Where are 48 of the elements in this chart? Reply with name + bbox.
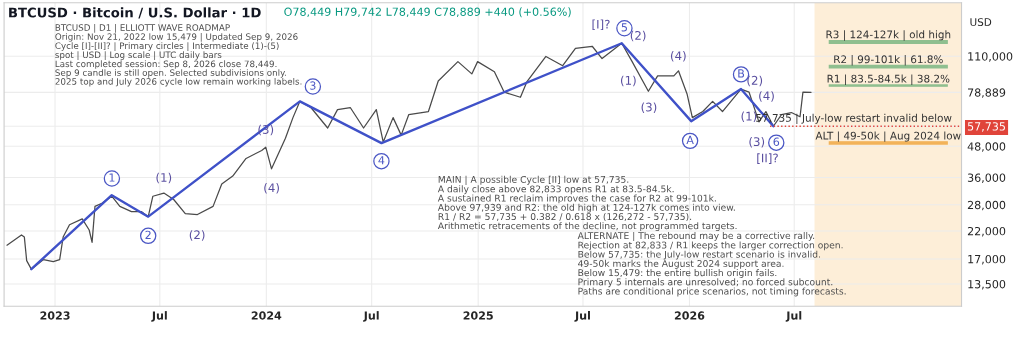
x-tick-label: 2024 [251, 311, 282, 320]
annotation: (3) [749, 136, 765, 148]
y-axis-title: USD [970, 18, 992, 27]
x-tick-label: 2025 [463, 311, 493, 320]
annotation: 4 [378, 156, 385, 165]
annotation: (1) [741, 111, 757, 122]
band-label: R3 | 124-127k | old high [826, 30, 951, 41]
x-tick-label: Jul [363, 311, 379, 322]
y-tick-label: 110,000 [968, 52, 1013, 62]
annotation: (1) [621, 75, 636, 87]
y-tick-label: 22,000 [967, 226, 1006, 237]
annotation: (1) [156, 172, 172, 184]
y-tick-label: 48,000 [967, 142, 1006, 152]
annotation: [II]? [757, 153, 778, 164]
annotation: (3) [641, 102, 657, 113]
annotation: ALTERNATE | The rebound may be a corrective rally. Rejection at 82,833 / R1 keeps the larger correction open. Below 57,735: the July-low restart scenario is invalid. 49-50k marks the August 2024 support area. Below 15,479: the entire bullish origin fails. Primary 5 internals are unresolved; no forced subcount. Paths are conditional price scenarios, not timing forecasts. [577, 231, 846, 297]
annotation: (2) [747, 75, 763, 87]
annotation: MAIN | A possible Cycle [II] low at 57,735. A daily close above 82,833 opens R1 at 83.5-84.5k. A sustained R1 reclaim improves the case for R2 at 99-101k. Above 97,939 and R2: the old high at 124-127k comes into view. R1 / R2 = 57,735 + 0.382 / 0.618 x (126,272 - 57,735). Arithmetic retracements of the decline, not programmed targets. [437, 175, 737, 232]
annotation: 5 [621, 23, 627, 32]
annotation: A [686, 135, 694, 144]
y-tick-label: 78,889 [968, 88, 1006, 98]
annotation: 3 [310, 81, 316, 90]
x-tick-label: Jul [785, 311, 802, 322]
annotation: (4) [264, 183, 279, 194]
x-tick-label: Jul [574, 311, 590, 322]
y-tick-label: 57,735 [967, 122, 1005, 132]
chart-title: BTCUSD · Bitcoin / U.S. Dollar · 1D [9, 7, 261, 19]
y-tick-label: 36,000 [967, 173, 1006, 184]
x-tick-label: Jul [151, 311, 167, 322]
band-label: ALT | 49-50k | Aug 2024 low [815, 131, 961, 142]
x-tick-label: 2023 [40, 311, 70, 320]
annotation: BTCUSD | D1 | ELLIOTT WAVE ROADMAP Origin: Nov 21, 2022 low 15,479 | Updated Sep 9, 2026 Cycle [I]-[II]? | Primary circles | Intermediate (1)-(5) spot | USD | Log scale | UTC daily bars Last completed session: Sep 8, 2026 close 78,449. Sep 9 candle is still open. Selected subdivisions only. 2025 top and July 2026 cycle low remain working labels. [55, 24, 302, 87]
annotation: 6 [773, 137, 780, 146]
annotation: (4) [759, 91, 774, 102]
annotation: 1 [109, 173, 115, 182]
annotation: [I]? [592, 19, 610, 31]
band-label: R2 | 99-101k | 61.8% [834, 55, 943, 66]
chart-subtitle: O78,449 H79,742 L78,449 C78,889 +440 (+0.56%) [284, 7, 571, 18]
annotation: (2) [189, 230, 205, 241]
y-tick-label: 17,000 [968, 254, 1006, 265]
y-tick-label: 13,500 [968, 279, 1006, 290]
band-label: R1 | 83.5-84.5k | 38.2% [827, 74, 950, 85]
annotation: 2 [145, 230, 151, 239]
y-tick-label: 28,000 [967, 200, 1006, 211]
annotation: (4) [670, 51, 686, 62]
annotation: B [738, 69, 745, 78]
annotation: (2) [630, 30, 646, 42]
x-tick-label: 2026 [674, 311, 705, 320]
